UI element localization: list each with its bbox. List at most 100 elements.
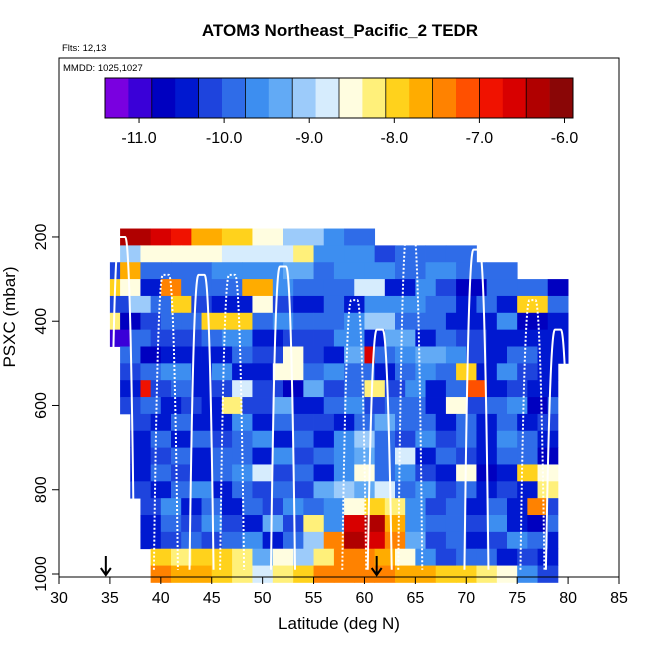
x-tick-label-9: 75 (508, 590, 526, 607)
heatmap-cell-15-19 (517, 481, 538, 499)
heatmap-cell-3-3 (160, 279, 182, 297)
heatmap-cell-11-18 (496, 413, 518, 432)
heatmap-cell-14-0 (130, 464, 152, 482)
heatmap-cell-7-19 (537, 346, 569, 364)
heatmap-cell-16-8 (303, 498, 325, 516)
heatmap-cell-9-16 (445, 380, 467, 398)
heatmap-cell-6-9 (333, 329, 365, 347)
heatmap-cell-19-13 (415, 548, 437, 566)
heatmap-cell-8-10 (344, 363, 376, 381)
heatmap-cell-5-16 (466, 312, 498, 331)
heatmap-cell-12-1 (150, 430, 172, 449)
heatmap-cell-17-11 (364, 515, 386, 533)
heatmap-cell-8-18 (517, 363, 538, 381)
y-axis: 200 400 600 800 1000 (33, 224, 59, 592)
heatmap-cell-17-5 (242, 515, 264, 533)
x-tick-label-7: 65 (406, 590, 424, 607)
x-tick-label-11: 85 (610, 590, 628, 607)
heatmap-cell-8-16 (476, 363, 498, 381)
heatmap-cell-11-4 (211, 413, 233, 432)
heatmap-cell-9-8 (283, 380, 304, 398)
heatmap-cell-5-2 (140, 312, 162, 331)
colorbar-swatch-0 (105, 78, 129, 118)
heatmap-cell-2-7 (313, 262, 335, 280)
heatmap-cell-17-10 (344, 515, 365, 533)
heatmap-cell-8-7 (272, 363, 304, 381)
heatmap-cell-16-0 (140, 498, 162, 516)
heatmap-cell-9-4 (191, 380, 213, 398)
heatmap-cell-8-19 (537, 363, 559, 381)
heatmap-cell-12-18 (496, 430, 518, 449)
heatmap-cell-19-14 (435, 548, 457, 566)
heatmap-cell-20-14 (435, 565, 457, 583)
heatmap-cell-11-9 (313, 413, 335, 432)
colorbar-tick-label-2: -9.0 (295, 130, 323, 147)
y-tick-label-1: 400 (33, 308, 50, 335)
heatmap-cell-14-3 (191, 464, 213, 482)
heatmap-cell-5-18 (517, 312, 549, 331)
heatmap-cell-6-0 (109, 329, 131, 347)
profile-line-7 (397, 227, 424, 570)
heatmap-cell-19-3 (211, 548, 233, 566)
heatmap-cell-13-8 (293, 447, 314, 465)
heatmap-cell-6-15 (486, 329, 518, 347)
heatmap-cell-11-13 (395, 413, 416, 432)
heatmap-cell-5-4 (181, 312, 202, 331)
heatmap-cell-17-9 (323, 515, 345, 533)
heatmap-cell-3-9 (323, 279, 355, 297)
heatmap-cell-17-7 (283, 515, 304, 533)
heatmap-cell-11-10 (333, 413, 355, 432)
heatmap-cell-12-3 (191, 430, 213, 449)
heatmap-cell-7-10 (344, 346, 365, 364)
heatmap-cell-16-19 (527, 498, 549, 516)
heatmap-cell-10-19 (527, 397, 549, 415)
profile-line-1 (152, 273, 179, 570)
heatmap-cell-19-9 (333, 548, 355, 566)
heatmap-cell-16-12 (384, 498, 406, 516)
heatmap-cell-6-12 (415, 329, 437, 347)
heatmap-cell-18-11 (364, 531, 386, 550)
heatmap-cell-20-0 (150, 565, 172, 583)
heatmap-cell-18-14 (425, 531, 447, 550)
heatmap-cell-10-1 (140, 397, 162, 415)
heatmap-cell-9-6 (232, 380, 253, 398)
heatmap-cell-8-6 (252, 363, 274, 381)
heatmap-cell-5-9 (293, 312, 314, 331)
colorbar-swatch-11 (362, 78, 387, 118)
heatmap-cell-18-1 (160, 531, 182, 550)
heatmap-cell-19-12 (395, 548, 416, 566)
colorbar-swatch-6 (245, 78, 270, 118)
heatmap-cell-10-16 (466, 397, 488, 415)
heatmap-cell-4-7 (272, 295, 294, 314)
heatmap-cell-5-6 (221, 312, 253, 331)
heatmap-cell-9-20 (527, 380, 559, 398)
heatmap-cell-17-6 (262, 515, 284, 533)
heatmap-cell-12-9 (313, 430, 335, 449)
heatmap-cell-1-1 (140, 245, 182, 263)
heatmap-cell-18-18 (507, 531, 528, 550)
heatmap-cell-18-9 (323, 531, 345, 550)
x-axis-label: Latitude (deg N) (278, 614, 400, 633)
y-tick-label-2: 600 (33, 392, 50, 419)
heatmap-cell-13-2 (171, 447, 192, 465)
heatmap-cell-4-8 (293, 295, 325, 314)
colorbar-tick-label-4: -7.0 (466, 130, 494, 147)
heatmap-cell-7-1 (140, 346, 162, 364)
heatmap-cell-12-15 (435, 430, 457, 449)
heatmap-cell-10-9 (323, 397, 345, 415)
heatmap-cell-15-3 (191, 481, 213, 499)
heatmap-cell-12-19 (517, 430, 538, 449)
heatmap-cell-7-7 (283, 346, 304, 364)
heatmap-cell-20-18 (517, 565, 538, 583)
heatmap-cell-17-16 (466, 515, 488, 533)
profile-line-2 (188, 273, 215, 570)
colorbar-frame (104, 77, 574, 119)
heatmap-cell-18-8 (303, 531, 325, 550)
heatmap-cell-1-2 (181, 245, 223, 263)
heatmap-cell-16-11 (364, 498, 386, 516)
heatmap-cell-5-12 (364, 312, 396, 331)
heatmap-cell-5-14 (425, 312, 447, 331)
heatmap-cell-15-9 (313, 481, 335, 499)
heatmap-cell-11-7 (272, 413, 294, 432)
colorbar-swatch-19 (549, 78, 574, 118)
